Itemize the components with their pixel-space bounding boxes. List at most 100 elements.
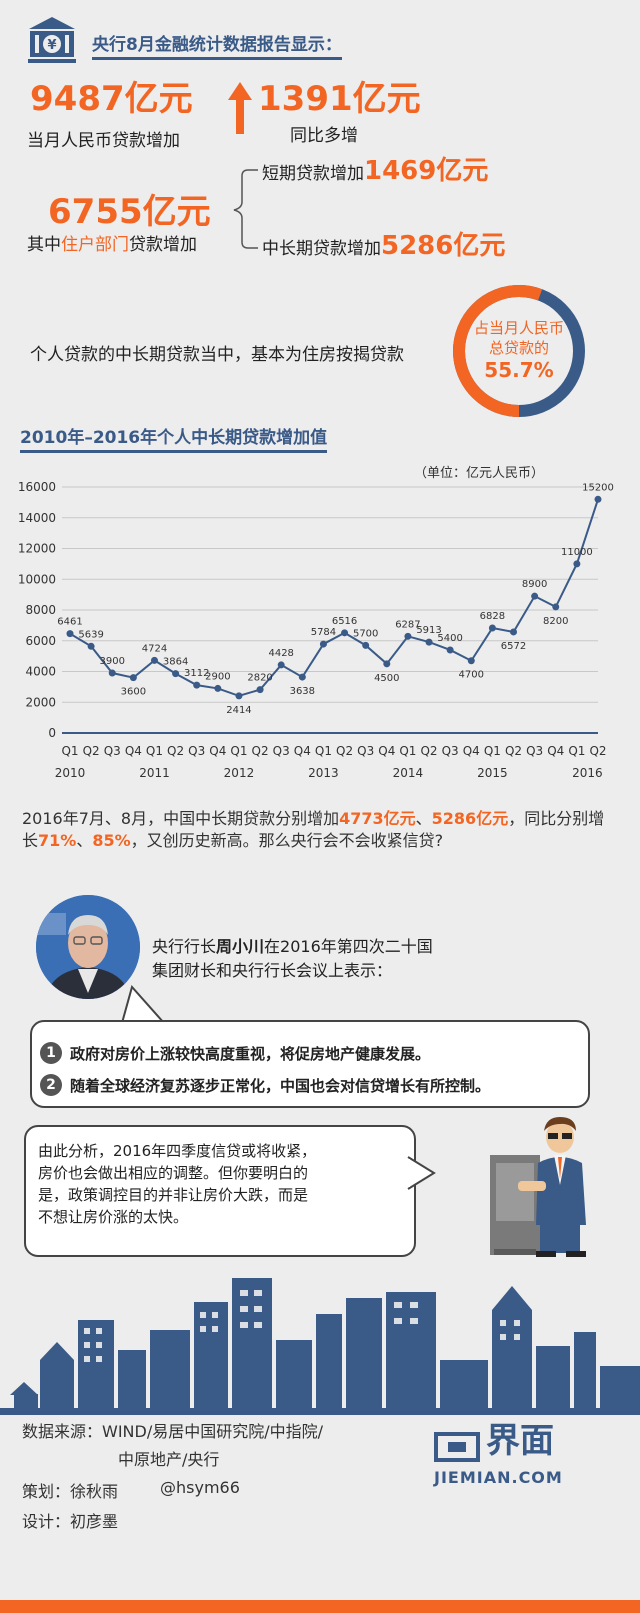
- data-label: 6287: [395, 619, 420, 630]
- planner-label: 策划：徐秋雨: [22, 1482, 119, 1501]
- data-point: [425, 638, 433, 646]
- line-chart: 0 2000 4000 6000 8000 10000 12000 14000 16000 646…: [0, 475, 640, 790]
- data-point: [362, 641, 370, 649]
- data-point: [172, 670, 180, 678]
- data-label: 11000: [561, 547, 593, 558]
- share-ring: [451, 283, 587, 419]
- data-label: 6828: [480, 611, 505, 622]
- x-tick-label: Q1: [568, 744, 585, 758]
- source-label: 数据来源：WIND/易居中国研究院/中指院/: [22, 1422, 324, 1441]
- y-tick-label: 8000: [25, 603, 56, 617]
- x-tick-label: Q4: [547, 744, 564, 758]
- x-tick-label: Q3: [526, 744, 543, 758]
- data-label: 5700: [353, 628, 378, 639]
- x-tick-label: Q3: [188, 744, 205, 758]
- analyst-figure-icon: [480, 1115, 600, 1269]
- page-title: 央行8月金融统计数据报告显示：: [92, 30, 342, 60]
- data-point: [214, 684, 222, 692]
- data-label: 6572: [501, 641, 526, 652]
- data-label: 3900: [100, 656, 125, 667]
- y-tick-label: 12000: [18, 542, 56, 556]
- data-label: 2820: [247, 673, 272, 684]
- yoy-label: 同比多增: [290, 126, 358, 146]
- quote-bubble: [30, 1020, 590, 1108]
- x-tick-label: Q2: [252, 744, 269, 758]
- data-point: [446, 646, 454, 654]
- long-term-row: 中长期贷款增加5286亿元: [262, 231, 506, 261]
- yoy-value: 1391亿元: [258, 79, 421, 119]
- data-label: 2414: [226, 705, 251, 716]
- quote-bubble-tail: [118, 984, 168, 1029]
- ring-labels: 占当月人民币 总贷款的 55.7%: [451, 318, 587, 382]
- ring-filled: [453, 285, 585, 417]
- data-point: [510, 628, 518, 636]
- data-point: [552, 603, 560, 611]
- data-label: 6516: [332, 616, 357, 627]
- data-point: [531, 592, 539, 600]
- jiemian-logo-en: JIEMIAN.COM: [434, 1468, 563, 1487]
- data-label: 3864: [163, 657, 188, 668]
- x-tick-label: Q3: [357, 744, 374, 758]
- data-label: 5913: [416, 625, 441, 636]
- rmb-loan-value: 9487亿元: [30, 79, 193, 119]
- y-tick-label: 14000: [18, 511, 56, 525]
- data-point: [129, 674, 137, 682]
- data-point: [193, 681, 201, 689]
- data-point: [319, 640, 327, 648]
- x-tick-label: Q4: [294, 744, 311, 758]
- data-point: [298, 673, 306, 681]
- y-tick-label: 2000: [25, 695, 56, 709]
- quote-point-2: 2 随着全球经济复苏逐步正常化，中国也会对信贷增长有所控制。: [40, 1074, 490, 1096]
- data-point: [573, 560, 581, 568]
- data-label: 15200: [582, 482, 614, 493]
- bank-icon: ¥: [27, 15, 77, 65]
- data-label: 4500: [374, 673, 399, 684]
- year-label: 2015: [477, 766, 508, 780]
- data-point: [341, 629, 349, 637]
- chart-title: 2010年–2016年个人中长期贷款增加值: [20, 423, 328, 453]
- quote-point-1: 1 政府对房价上涨较快高度重视，将促房地产健康发展。: [40, 1042, 430, 1064]
- y-tick-label: 0: [48, 726, 56, 740]
- ring-line1: 占当月人民币: [473, 319, 564, 337]
- x-tick-label: Q4: [209, 744, 226, 758]
- x-tick-label: Q1: [315, 744, 332, 758]
- source-line2: 中原地产/央行: [118, 1450, 220, 1469]
- y-tick-label: 4000: [25, 665, 56, 679]
- share-text: 个人贷款的中长期贷款当中，基本为住房按揭贷款: [30, 345, 404, 365]
- year-label: 2014: [393, 766, 424, 780]
- x-tick-label: Q3: [273, 744, 290, 758]
- data-label: 8900: [522, 579, 547, 590]
- data-label: 4700: [459, 670, 484, 681]
- analysis-paragraph: 2016年7月、8月，中国中长期贷款分别增加4773亿元、5286亿元，同比分别…: [22, 809, 605, 850]
- x-tick-label: Q2: [167, 744, 184, 758]
- data-label: 5784: [311, 627, 336, 638]
- data-point: [277, 661, 285, 669]
- year-label: 2013: [308, 766, 339, 780]
- designer-label: 设计：初彦墨: [22, 1512, 119, 1531]
- data-point: [66, 630, 74, 638]
- year-label: 2012: [224, 766, 255, 780]
- data-point: [150, 656, 158, 664]
- short-term-row: 短期贷款增加1469亿元: [262, 156, 489, 186]
- x-tick-label: Q2: [83, 744, 100, 758]
- data-point: [87, 642, 95, 650]
- jiemian-logo-mark: [434, 1432, 480, 1466]
- data-point: [256, 686, 264, 694]
- planner-handle: @hsym66: [160, 1478, 240, 1497]
- data-point: [488, 624, 496, 632]
- data-label: 2900: [205, 671, 230, 682]
- y-tick-label: 6000: [25, 634, 56, 648]
- data-point: [467, 657, 475, 665]
- data-point: [383, 660, 391, 668]
- y-tick-label: 16000: [18, 480, 56, 494]
- data-point: [235, 692, 243, 700]
- conclusion-text: 由此分析，2016年四季度信贷或将收紧， 房价也会做出相应的调整。但你要明白的 …: [38, 1142, 317, 1226]
- data-label: 5639: [78, 629, 103, 640]
- year-label: 2011: [139, 766, 170, 780]
- year-label: 2016: [572, 766, 603, 780]
- x-tick-label: Q2: [420, 744, 437, 758]
- conclusion-bubble: [24, 1125, 416, 1257]
- data-point: [594, 495, 602, 503]
- x-tick-label: Q1: [146, 744, 163, 758]
- data-label: 3600: [121, 687, 146, 698]
